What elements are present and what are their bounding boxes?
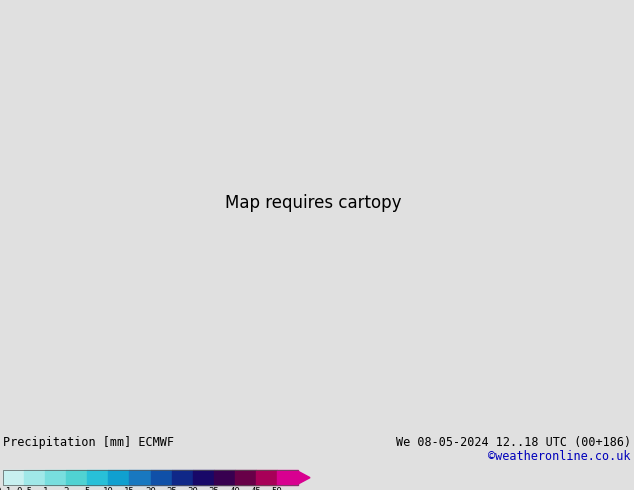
Text: 0.5: 0.5 [16,487,32,490]
Text: Precipitation [mm] ECMWF: Precipitation [mm] ECMWF [3,436,174,449]
Bar [129,470,150,485]
Text: 10: 10 [103,487,113,490]
Polygon shape [298,471,310,484]
Text: 20: 20 [145,487,156,490]
Text: 30: 30 [187,487,198,490]
Text: 2: 2 [63,487,69,490]
Bar [277,470,298,485]
Bar [235,470,256,485]
Text: 1: 1 [42,487,48,490]
Text: We 08-05-2024 12..18 UTC (00+186): We 08-05-2024 12..18 UTC (00+186) [396,436,631,449]
Bar [66,470,87,485]
Text: 0.1: 0.1 [0,487,11,490]
Bar [3,470,24,485]
Bar [256,470,277,485]
Bar [193,470,214,485]
Text: 35: 35 [209,487,219,490]
Text: 25: 25 [166,487,177,490]
Bar [172,470,193,485]
Text: 40: 40 [230,487,240,490]
Text: ©weatheronline.co.uk: ©weatheronline.co.uk [489,450,631,464]
Text: 15: 15 [124,487,135,490]
Text: Map requires cartopy: Map requires cartopy [224,194,401,212]
Bar [214,470,235,485]
Bar [24,470,45,485]
Bar [87,470,108,485]
Text: 5: 5 [84,487,90,490]
Bar [150,470,172,485]
Text: 50: 50 [271,487,282,490]
Bar [3,470,298,485]
Bar [45,470,66,485]
Text: 45: 45 [250,487,261,490]
Bar [108,470,129,485]
